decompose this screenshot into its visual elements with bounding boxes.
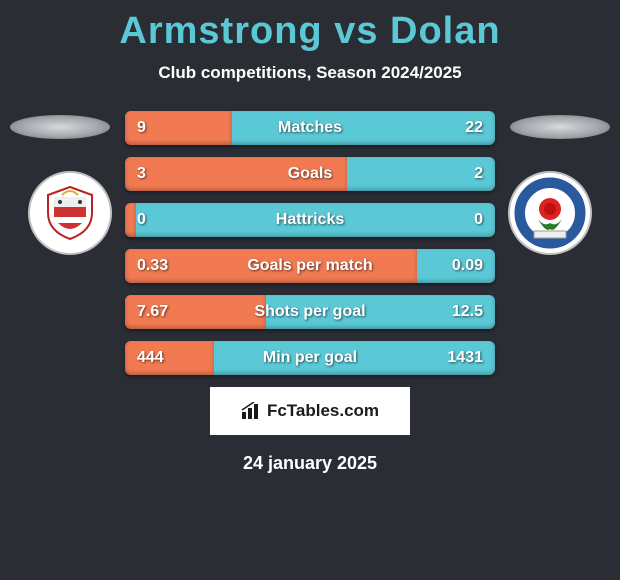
stat-value-left: 0 [137, 211, 146, 229]
date-label: 24 january 2025 [0, 453, 620, 474]
stat-label: Hattricks [276, 211, 344, 229]
stat-value-right: 0 [474, 211, 483, 229]
stat-label: Shots per goal [254, 303, 365, 321]
stat-value-left: 444 [137, 349, 164, 367]
stat-row-hattricks: 0 Hattricks 0 [125, 203, 495, 237]
stat-fill [125, 203, 136, 237]
platform-right [510, 115, 610, 139]
stat-row-matches: 9 Matches 22 [125, 111, 495, 145]
stat-label: Goals per match [247, 257, 372, 275]
stat-row-goals-per-match: 0.33 Goals per match 0.09 [125, 249, 495, 283]
stat-value-left: 7.67 [137, 303, 168, 321]
stat-value-right: 0.09 [452, 257, 483, 275]
stat-label: Goals [288, 165, 332, 183]
stat-value-right: 2 [474, 165, 483, 183]
fctables-logo[interactable]: FcTables.com [210, 387, 410, 435]
chart-icon [241, 402, 263, 420]
stat-row-goals: 3 Goals 2 [125, 157, 495, 191]
stat-label: Matches [278, 119, 342, 137]
page-title: Armstrong vs Dolan [0, 0, 620, 53]
fctables-label: FcTables.com [267, 401, 379, 421]
platform-left [10, 115, 110, 139]
stat-value-left: 9 [137, 119, 146, 137]
stat-value-right: 22 [465, 119, 483, 137]
stat-value-left: 0.33 [137, 257, 168, 275]
bristol-city-badge [28, 171, 112, 255]
stat-row-shots-per-goal: 7.67 Shots per goal 12.5 [125, 295, 495, 329]
blackburn-rovers-badge [508, 171, 592, 255]
rose-badge-icon [514, 177, 586, 249]
stat-bars: 9 Matches 22 3 Goals 2 0 Hattricks 0 0.33 Goals pe… [125, 111, 495, 375]
right-team-badge-wrap [500, 171, 600, 255]
subtitle: Club competitions, Season 2024/2025 [0, 63, 620, 83]
stat-value-right: 12.5 [452, 303, 483, 321]
comparison-panel: 9 Matches 22 3 Goals 2 0 Hattricks 0 0.33 Goals pe… [0, 111, 620, 375]
stat-label: Min per goal [263, 349, 357, 367]
stat-value-left: 3 [137, 165, 146, 183]
shield-icon [40, 183, 100, 243]
left-team-badge-wrap [20, 171, 120, 255]
stat-value-right: 1431 [447, 349, 483, 367]
stat-row-min-per-goal: 444 Min per goal 1431 [125, 341, 495, 375]
